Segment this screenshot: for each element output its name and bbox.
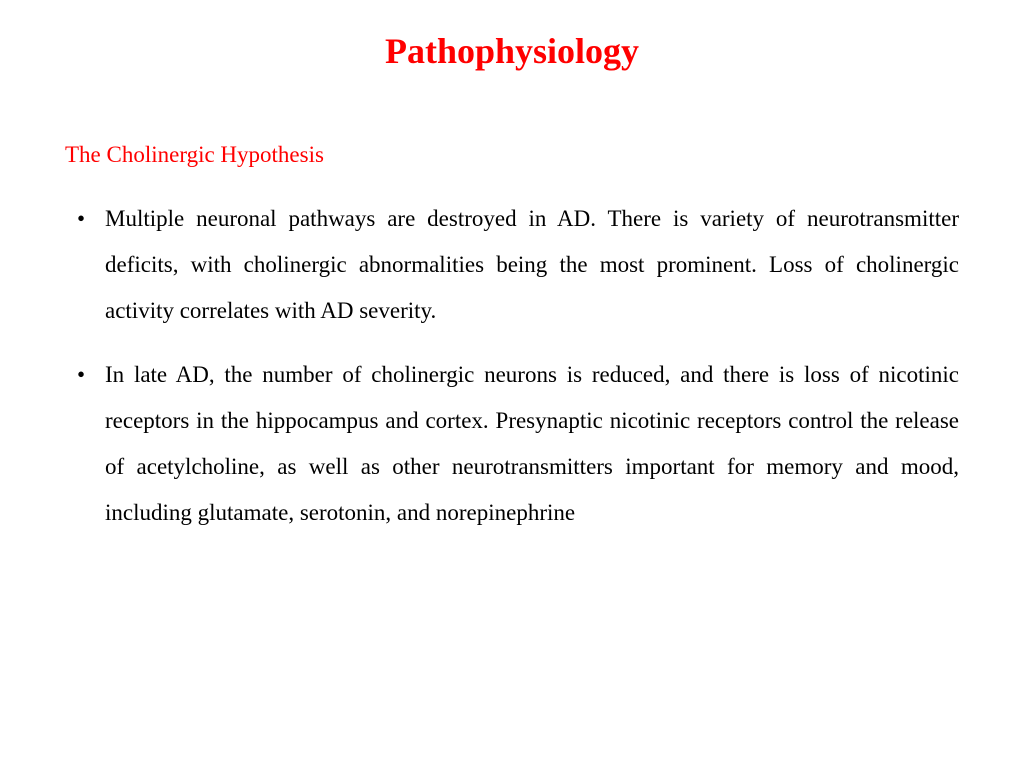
bullet-list: Multiple neuronal pathways are destroyed… — [65, 196, 959, 536]
slide-title: Pathophysiology — [65, 30, 959, 72]
list-item: Multiple neuronal pathways are destroyed… — [65, 196, 959, 334]
list-item: In late AD, the number of cholinergic ne… — [65, 352, 959, 536]
section-heading: The Cholinergic Hypothesis — [65, 142, 959, 168]
